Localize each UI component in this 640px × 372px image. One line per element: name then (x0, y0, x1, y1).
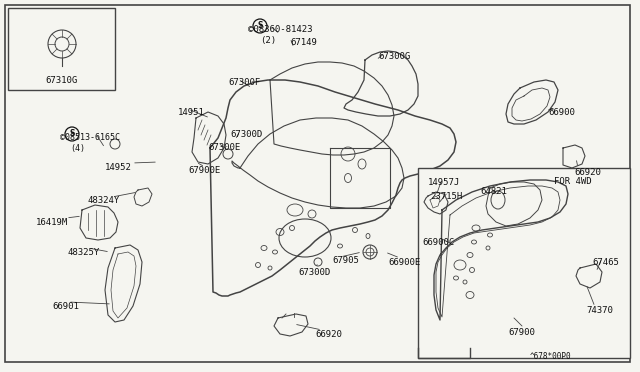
Text: 66900C: 66900C (422, 238, 454, 247)
Text: (4): (4) (70, 144, 85, 153)
Text: 67900: 67900 (508, 328, 535, 337)
Text: ©08360-81423: ©08360-81423 (248, 25, 312, 34)
Text: 66920: 66920 (315, 330, 342, 339)
Text: 14952: 14952 (105, 163, 132, 172)
Text: 67300G: 67300G (378, 52, 410, 61)
Text: ©08513-6165C: ©08513-6165C (60, 133, 120, 142)
Text: 67465: 67465 (592, 258, 619, 267)
Circle shape (253, 19, 267, 33)
Text: 14951: 14951 (178, 108, 205, 117)
Text: 14957J: 14957J (428, 178, 460, 187)
Text: 67300D: 67300D (230, 130, 262, 139)
Text: 74370: 74370 (586, 306, 613, 315)
Text: 23715H: 23715H (430, 192, 462, 201)
Text: S: S (257, 22, 262, 31)
Text: 67310G: 67310G (45, 76, 77, 85)
Text: FOR 4WD: FOR 4WD (554, 177, 591, 186)
Bar (8, 8, 115, 90)
Text: ^678*00P0: ^678*00P0 (530, 352, 572, 361)
Text: 67900E: 67900E (188, 166, 220, 175)
Text: (2): (2) (260, 36, 276, 45)
Text: S: S (69, 129, 75, 138)
Text: 67300F: 67300F (228, 78, 260, 87)
Text: 66901: 66901 (52, 302, 79, 311)
Text: 67905: 67905 (332, 256, 359, 265)
Text: 16419M: 16419M (36, 218, 68, 227)
Text: 48325Y: 48325Y (68, 248, 100, 257)
Text: 67300D: 67300D (298, 268, 330, 277)
Bar (418, 168, 630, 358)
Text: 66900E: 66900E (388, 258, 420, 267)
Text: 66920: 66920 (574, 168, 601, 177)
Text: 48324Y: 48324Y (88, 196, 120, 205)
Text: 66900: 66900 (548, 108, 575, 117)
Text: 64821: 64821 (480, 187, 507, 196)
Circle shape (65, 127, 79, 141)
Text: 67149: 67149 (290, 38, 317, 47)
Text: 67300E: 67300E (208, 143, 240, 152)
